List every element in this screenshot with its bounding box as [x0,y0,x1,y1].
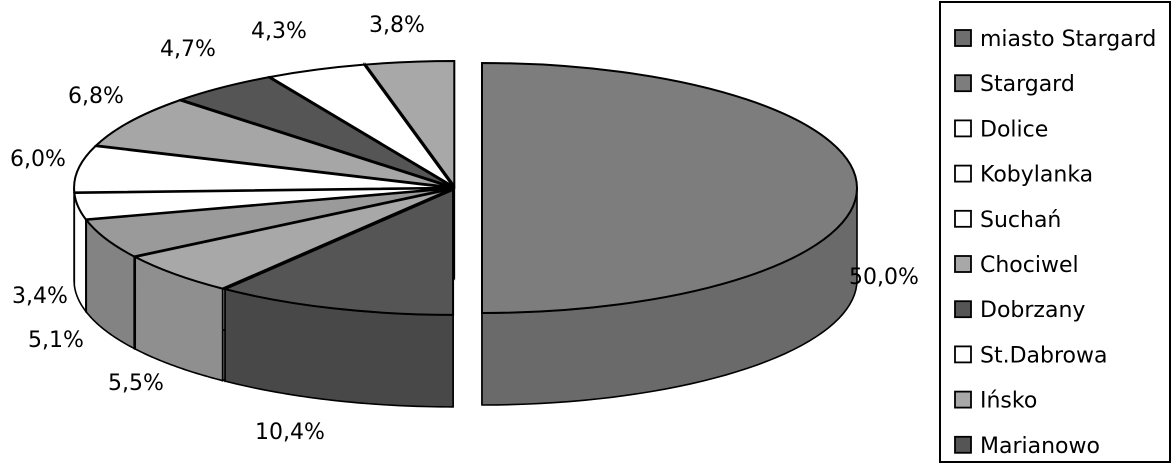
pie-slice-2 [132,188,451,290]
legend-swatch-0 [954,29,972,47]
slice-label-9: 3,8% [369,13,425,38]
legend-label-7: St.Dabrowa [980,343,1107,368]
legend-label-3: Kobylanka [980,163,1093,188]
slice-label-7: 4,7% [160,37,216,62]
slice-label-3: 5,1% [28,328,84,353]
legend-label-2: Dolice [980,117,1048,142]
legend: miasto Stargard Stargard Dolice Kobylanka Su… [939,1,1171,463]
legend-label-9: Marianowo [980,434,1100,459]
pie-slice-8 [267,63,454,187]
pie-slice-9 [363,60,456,190]
legend-label-8: Ińsko [980,389,1037,414]
pie-slice-6 [94,99,451,188]
slice-label-0: 50,0% [849,265,919,290]
slice-label-2: 5,5% [108,371,164,396]
legend-box [939,1,1171,463]
legend-swatch-8 [954,390,972,409]
slice-label-1: 10,4% [255,420,325,445]
legend-label-5: Chociwel [980,253,1079,278]
pie-labels: 50,0% 10,4% 5,5% 5,1% 3,4% 6,0% 6,8% 4,7% 4,3% 3,… [10,13,919,445]
legend-swatch-3 [954,164,972,183]
legend-swatch-4 [954,209,972,228]
slice-label-4: 3,4% [12,284,68,309]
legend-label-0: miasto Stargard [980,27,1156,52]
pie-slice-7 [178,76,452,188]
legend-label-6: Dobrzany [980,298,1085,323]
slice-label-8: 4,3% [251,19,307,44]
legend-label-4: Suchań [980,208,1061,233]
legend-swatch-9 [954,435,972,454]
slice-label-6: 6,8% [68,84,124,109]
legend-swatch-1 [954,74,972,93]
legend-swatch-2 [954,119,972,138]
legend-swatch-5 [954,255,972,273]
pie-slice-5 [73,145,450,194]
pie-slice-1 [222,188,455,316]
slice-label-5: 6,0% [10,147,66,172]
legend-label-1: Stargard [980,72,1075,97]
legend-swatch-6 [954,300,972,319]
legend-swatch-7 [954,345,972,364]
pie-slice-0 [481,61,858,315]
pie-tops [73,60,858,316]
